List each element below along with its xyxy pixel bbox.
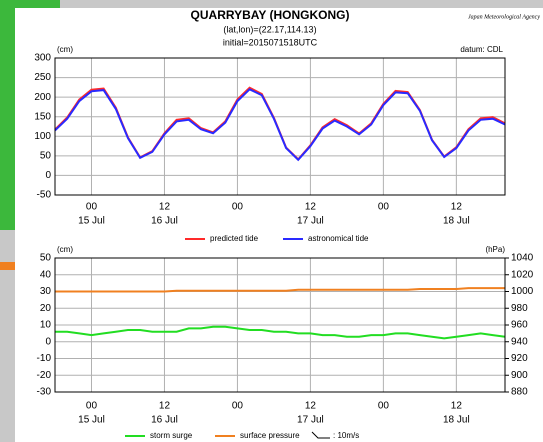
legend-label: astronomical tide bbox=[308, 234, 369, 243]
y-tick-label: 50 bbox=[40, 253, 52, 264]
y2-tick-label: 1000 bbox=[511, 286, 534, 297]
legend-label: predicted tide bbox=[210, 234, 259, 243]
x-tick-label: 12 bbox=[451, 202, 463, 213]
station-location: (lat,lon)=(22.17,114.13) bbox=[223, 24, 316, 34]
y-tick-label: -20 bbox=[37, 370, 52, 381]
x-tick-label: 12 bbox=[159, 202, 171, 213]
y2-axis-label: (hPa) bbox=[485, 245, 505, 254]
x-tick-label: 12 bbox=[305, 202, 317, 213]
y2-tick-label: 1020 bbox=[511, 269, 534, 280]
date-label: 18 Jul bbox=[443, 415, 470, 426]
agency: Japan Meteorological Agency bbox=[468, 14, 540, 20]
y-tick-label: 100 bbox=[34, 131, 51, 142]
x-tick-label: 00 bbox=[378, 202, 390, 213]
x-tick-label: 00 bbox=[86, 401, 98, 412]
screenshot: QUARRYBAY (HONGKONG) (lat,lon)=(22.17,11… bbox=[0, 0, 543, 442]
y-tick-label: 30 bbox=[40, 286, 52, 297]
y-tick-label: 40 bbox=[40, 269, 52, 280]
x-tick-label: 00 bbox=[378, 401, 390, 412]
date-label: 16 Jul bbox=[151, 216, 178, 227]
y-tick-label: 0 bbox=[45, 336, 51, 347]
y2-tick-label: 920 bbox=[511, 353, 528, 364]
x-tick-label: 00 bbox=[232, 202, 244, 213]
y-tick-label: 0 bbox=[45, 170, 51, 181]
y-tick-label: 250 bbox=[34, 72, 51, 83]
y-tick-label: 150 bbox=[34, 111, 51, 122]
legend-label: storm surge bbox=[150, 431, 193, 440]
date-label: 16 Jul bbox=[151, 415, 178, 426]
y-tick-label: 50 bbox=[40, 150, 52, 161]
y2-tick-label: 980 bbox=[511, 303, 528, 314]
y-tick-label: 200 bbox=[34, 92, 51, 103]
x-tick-label: 12 bbox=[159, 401, 171, 412]
y-tick-label: 20 bbox=[40, 303, 52, 314]
station-title: QUARRYBAY (HONGKONG) bbox=[191, 8, 350, 22]
legend-label: surface pressure bbox=[240, 431, 300, 440]
y2-tick-label: 880 bbox=[511, 387, 528, 398]
y2-tick-label: 900 bbox=[511, 370, 528, 381]
x-tick-label: 12 bbox=[305, 401, 317, 412]
y-axis-label: (cm) bbox=[57, 245, 73, 254]
y2-tick-label: 960 bbox=[511, 320, 528, 331]
x-tick-label: 00 bbox=[86, 202, 98, 213]
wind-legend-label: : 10m/s bbox=[333, 431, 359, 440]
x-tick-label: 12 bbox=[451, 401, 463, 412]
x-tick-label: 00 bbox=[232, 401, 244, 412]
y-tick-label: 10 bbox=[40, 320, 52, 331]
date-label: 18 Jul bbox=[443, 216, 470, 227]
y-axis-label: (cm) bbox=[57, 45, 73, 54]
y-tick-label: -50 bbox=[37, 190, 52, 201]
datum-note: datum: CDL bbox=[460, 45, 503, 54]
initial-time: initial=2015071518UTC bbox=[223, 37, 318, 47]
y2-tick-label: 940 bbox=[511, 336, 528, 347]
y-tick-label: 300 bbox=[34, 53, 51, 64]
y-tick-label: -30 bbox=[37, 387, 52, 398]
y-tick-label: -10 bbox=[37, 353, 52, 364]
date-label: 17 Jul bbox=[297, 216, 324, 227]
page: {"header": {"title": "QUARRYBAY (HONGKON… bbox=[0, 0, 543, 442]
date-label: 17 Jul bbox=[297, 415, 324, 426]
date-label: 15 Jul bbox=[78, 415, 105, 426]
date-label: 15 Jul bbox=[78, 216, 105, 227]
y2-tick-label: 1040 bbox=[511, 253, 534, 264]
